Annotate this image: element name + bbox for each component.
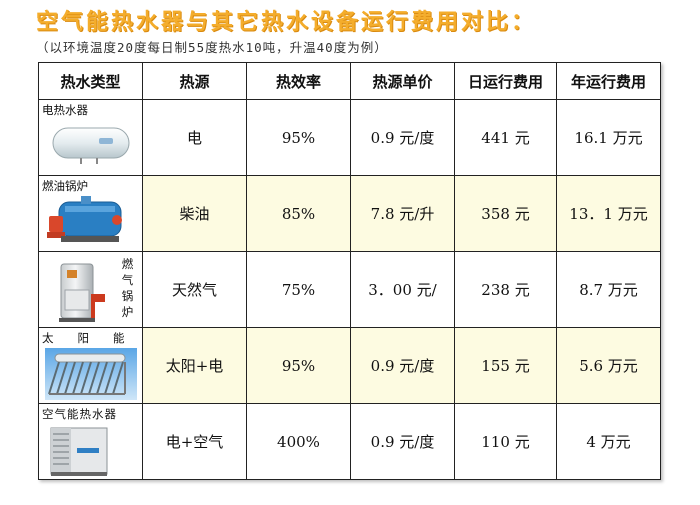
heater-type-label: 空气能热水器 (42, 407, 117, 421)
cell-heater-type: 空气能热水器 (38, 403, 143, 480)
page-title: 空气能热水器与其它热水设备运行费用对比： (36, 10, 537, 35)
heater-type-label: 太阳能 (42, 331, 149, 345)
page-subtitle: （以环境温度20度每日制55度热水10吨，升温40度为例） (36, 40, 388, 55)
cell-heater-type: 燃气锅炉 (38, 251, 143, 328)
cell-efficiency: 85% (246, 175, 351, 252)
air-source-heat-pump-icon (50, 427, 108, 476)
header-heat-source: 热源 (142, 62, 247, 100)
gas-boiler-icon (59, 263, 105, 322)
table-row: 电热水器 电 95% 0.9 元/度 441 元 16.1 万元 (38, 99, 661, 176)
solar-heater-icon (45, 348, 137, 400)
cell-daily-cost: 110 元 (454, 403, 557, 480)
cell-yearly-cost: 5.6 万元 (556, 327, 661, 404)
header-efficiency: 热效率 (246, 62, 351, 100)
cell-heater-type: 太阳能 (38, 327, 143, 404)
cell-unit-price: 0.9 元/度 (350, 99, 455, 176)
cell-daily-cost: 358 元 (454, 175, 557, 252)
cell-unit-price: 3．00 元/ (350, 251, 455, 328)
cell-efficiency: 95% (246, 327, 351, 404)
cell-daily-cost: 238 元 (454, 251, 557, 328)
oil-boiler-icon (47, 196, 122, 242)
cell-heat-source: 柴油 (142, 175, 247, 252)
comparison-table: 热水类型 热源 热效率 热源单价 日运行费用 年运行费用 电热水器 电 95% (38, 62, 661, 480)
header-heater-type: 热水类型 (38, 62, 143, 100)
cell-unit-price: 0.9 元/度 (350, 327, 455, 404)
cell-heat-source: 电+空气 (142, 403, 247, 480)
cell-efficiency: 400% (246, 403, 351, 480)
cell-heat-source: 太阳+电 (142, 327, 247, 404)
cell-yearly-cost: 13．1 万元 (556, 175, 661, 252)
cell-efficiency: 95% (246, 99, 351, 176)
cell-heater-type: 电热水器 (38, 99, 143, 176)
heater-type-label: 电热水器 (42, 103, 88, 117)
heater-type-label: 燃油锅炉 (42, 179, 88, 193)
electric-water-heater-icon (52, 127, 130, 164)
heater-type-label: 燃气锅炉 (121, 257, 134, 319)
cell-unit-price: 0.9 元/度 (350, 403, 455, 480)
cell-yearly-cost: 4 万元 (556, 403, 661, 480)
table-row: 燃油锅炉 柴油 85% 7.8 元/升 358 元 13．1 万元 (38, 175, 661, 252)
table-row: 空气能热水器 电+空气 400% 0.9 元/度 110 元 4 万元 (38, 403, 661, 480)
cell-daily-cost: 441 元 (454, 99, 557, 176)
cell-efficiency: 75% (246, 251, 351, 328)
cell-heat-source: 电 (142, 99, 247, 176)
table-header-row: 热水类型 热源 热效率 热源单价 日运行费用 年运行费用 (38, 62, 661, 100)
header-daily-cost: 日运行费用 (454, 62, 557, 100)
cell-daily-cost: 155 元 (454, 327, 557, 404)
cell-yearly-cost: 8.7 万元 (556, 251, 661, 328)
table-row: 燃气锅炉 天然气 75% 3．00 元/ 238 元 8.7 万元 (38, 251, 661, 328)
cell-heat-source: 天然气 (142, 251, 247, 328)
cell-yearly-cost: 16.1 万元 (556, 99, 661, 176)
cell-heater-type: 燃油锅炉 (38, 175, 143, 252)
cell-unit-price: 7.8 元/升 (350, 175, 455, 252)
header-yearly-cost: 年运行费用 (556, 62, 661, 100)
header-unit-price: 热源单价 (350, 62, 455, 100)
table-row: 太阳能 太阳+电 95 (38, 327, 661, 404)
